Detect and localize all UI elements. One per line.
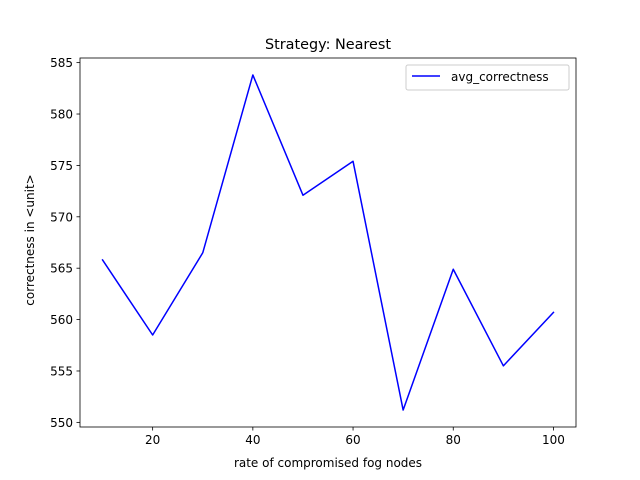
x-tick-label: 60	[345, 433, 360, 447]
x-tick-label: 20	[145, 433, 160, 447]
series-line-avg_correctness	[101, 74, 555, 411]
y-tick-label: 570	[50, 210, 73, 224]
plot-background	[80, 58, 576, 427]
y-tick-label: 585	[50, 56, 73, 70]
x-tick-label: 80	[446, 433, 461, 447]
y-tick-label: 550	[50, 416, 73, 430]
plot-area: 20 40 60 80 100 550 555 560 565 570 575 580 585	[50, 56, 577, 447]
y-tick-label: 565	[50, 262, 73, 276]
y-tick-label: 580	[50, 108, 73, 122]
y-tick-label: 555	[50, 364, 73, 378]
x-axis-title: rate of compromised fog nodes	[234, 456, 422, 470]
legend-label: avg_correctness	[451, 70, 549, 84]
x-tick-label: 40	[245, 433, 260, 447]
chart-title: Strategy: Nearest	[265, 37, 391, 53]
y-tick-label: 575	[50, 159, 73, 173]
legend-box	[405, 64, 570, 91]
axes-frame	[79, 57, 577, 428]
y-axis-title: correctness in <unit>	[23, 174, 37, 305]
x-tick-label: 100	[542, 433, 565, 447]
legend: avg_correctness	[405, 64, 570, 91]
y-tick-label: 560	[50, 313, 73, 327]
